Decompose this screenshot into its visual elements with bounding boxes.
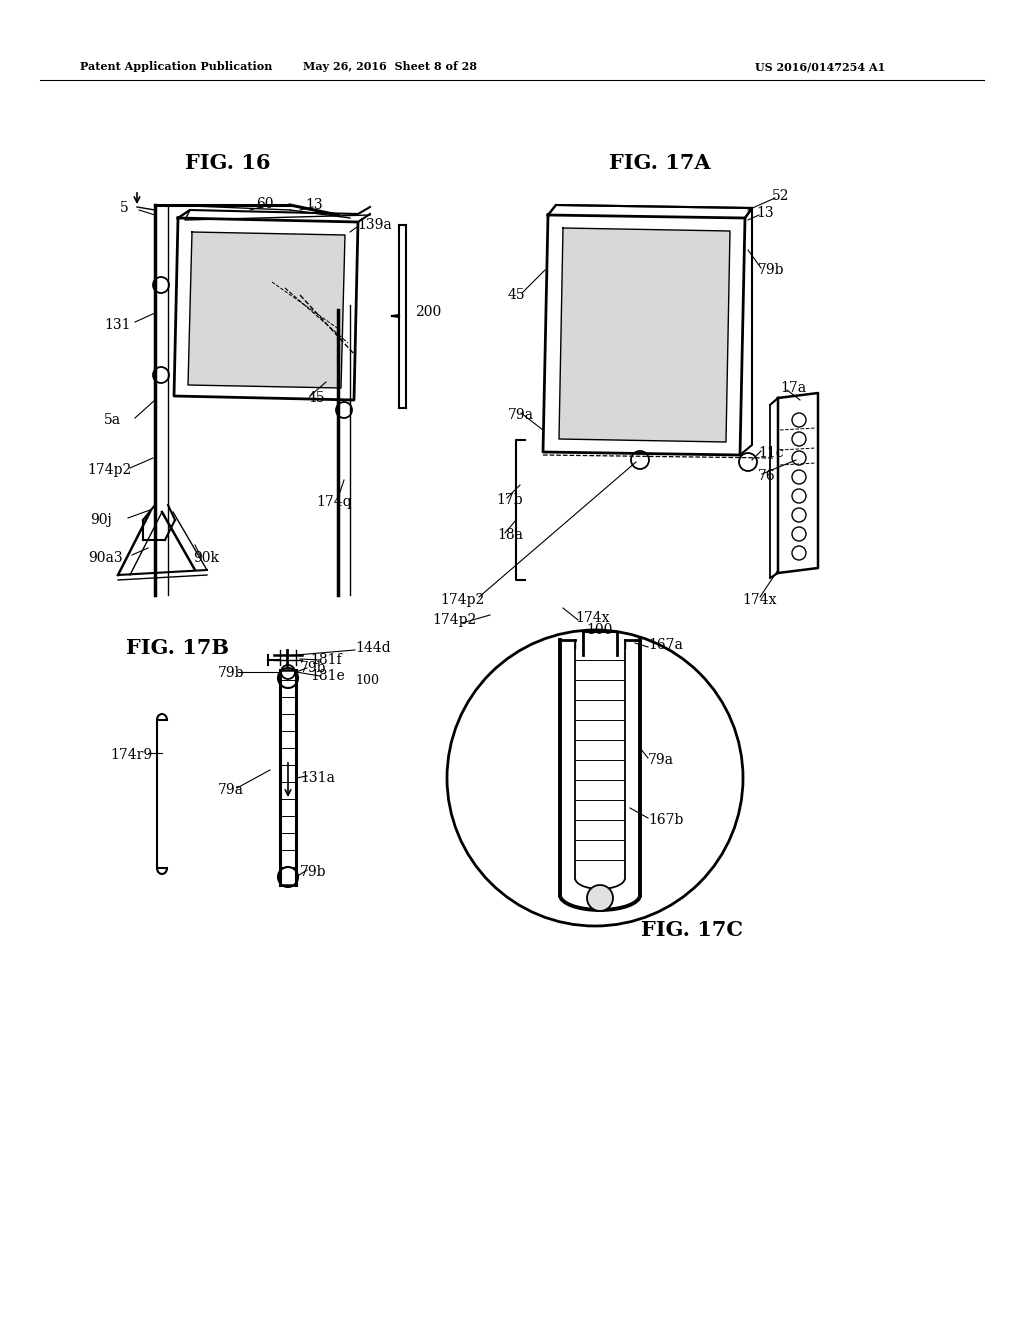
Text: 17a: 17a xyxy=(780,381,806,395)
Text: 11c: 11c xyxy=(758,446,783,459)
Text: 17b: 17b xyxy=(496,492,522,507)
Text: 181f: 181f xyxy=(310,653,342,667)
Text: Patent Application Publication: Patent Application Publication xyxy=(80,62,272,73)
Text: 90j: 90j xyxy=(90,513,112,527)
Text: 5a: 5a xyxy=(104,413,121,426)
Text: 174q: 174q xyxy=(316,495,351,510)
Text: 79b: 79b xyxy=(300,661,327,675)
Polygon shape xyxy=(559,228,730,442)
Text: 174p2: 174p2 xyxy=(440,593,484,607)
Text: 174x: 174x xyxy=(742,593,776,607)
Text: 13: 13 xyxy=(756,206,773,220)
Text: 139a: 139a xyxy=(357,218,392,232)
Text: May 26, 2016  Sheet 8 of 28: May 26, 2016 Sheet 8 of 28 xyxy=(303,62,477,73)
Text: 144d: 144d xyxy=(355,642,390,655)
Text: 174p2: 174p2 xyxy=(432,612,476,627)
Text: 131: 131 xyxy=(104,318,130,333)
Text: 131a: 131a xyxy=(300,771,335,785)
Text: 174r9: 174r9 xyxy=(110,748,153,762)
Text: 79b: 79b xyxy=(758,263,784,277)
Text: US 2016/0147254 A1: US 2016/0147254 A1 xyxy=(755,62,886,73)
Text: FIG. 16: FIG. 16 xyxy=(185,153,270,173)
Text: 18a: 18a xyxy=(497,528,523,543)
Text: 79a: 79a xyxy=(648,752,674,767)
Text: 45: 45 xyxy=(308,391,326,405)
Text: 79a: 79a xyxy=(508,408,534,422)
Text: 100: 100 xyxy=(587,623,613,638)
Text: 52: 52 xyxy=(772,189,790,203)
Text: 79b: 79b xyxy=(300,865,327,879)
Text: 5: 5 xyxy=(120,201,129,215)
Text: 79a: 79a xyxy=(218,783,244,797)
Text: 174p2: 174p2 xyxy=(87,463,131,477)
Text: FIG. 17C: FIG. 17C xyxy=(641,920,743,940)
Text: 181e: 181e xyxy=(310,669,345,682)
Text: FIG. 17B: FIG. 17B xyxy=(127,638,229,657)
Text: 13: 13 xyxy=(305,198,323,213)
Text: 79b: 79b xyxy=(218,667,245,680)
Text: 90k: 90k xyxy=(193,550,219,565)
Text: 100: 100 xyxy=(355,673,379,686)
Polygon shape xyxy=(188,232,345,388)
Text: FIG. 17A: FIG. 17A xyxy=(609,153,711,173)
Text: 45: 45 xyxy=(508,288,525,302)
Text: 90a3: 90a3 xyxy=(88,550,123,565)
Text: 60: 60 xyxy=(256,197,273,211)
Text: 167a: 167a xyxy=(648,638,683,652)
Text: 167b: 167b xyxy=(648,813,683,828)
Circle shape xyxy=(587,884,613,911)
Text: 200: 200 xyxy=(415,305,441,319)
Text: 76: 76 xyxy=(758,469,775,483)
Text: 174x: 174x xyxy=(575,611,609,624)
